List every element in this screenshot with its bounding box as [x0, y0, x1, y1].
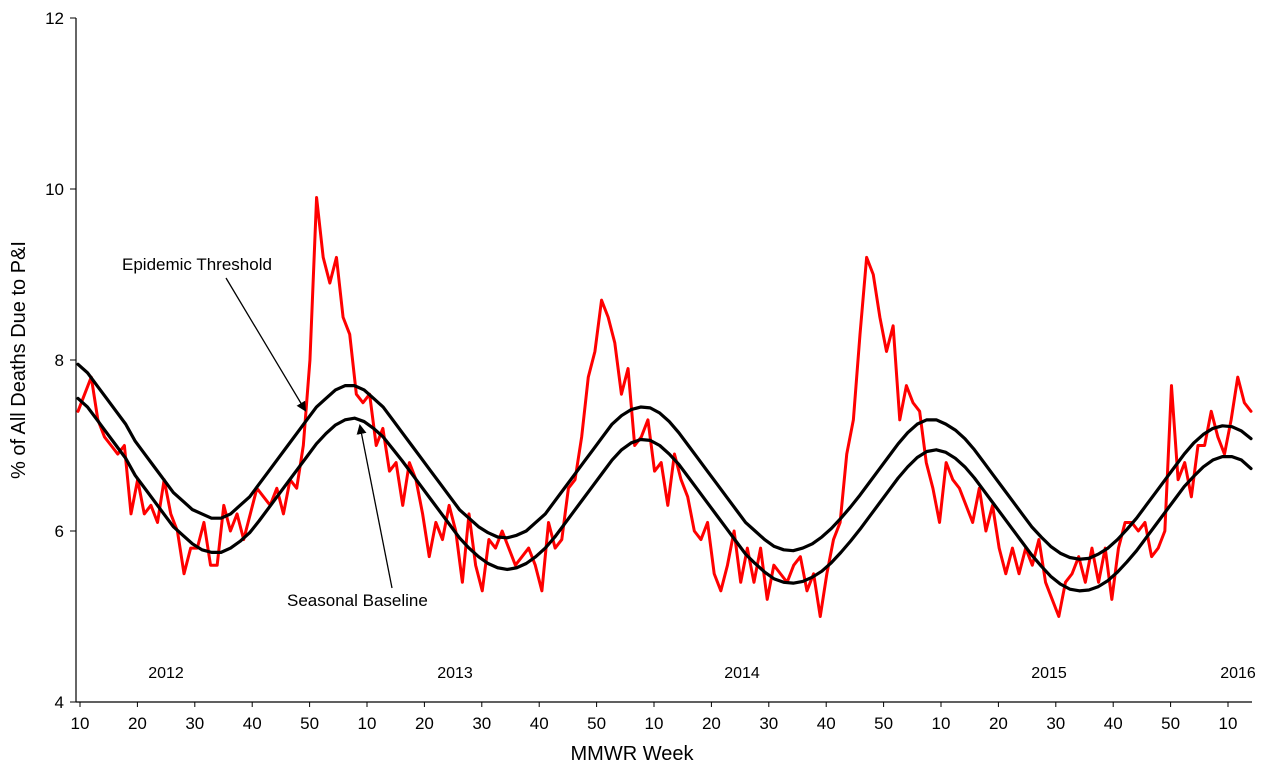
x-tick-label: 40: [817, 714, 836, 733]
y-tick-label: 6: [55, 522, 64, 541]
x-tick-label: 20: [128, 714, 147, 733]
year-label: 2012: [148, 665, 184, 682]
y-tick-label: 12: [45, 9, 64, 28]
annotations: Epidemic Threshold Seasonal Baseline: [122, 255, 428, 610]
x-tick-label: 50: [1161, 714, 1180, 733]
axes: 4 6 8 10 12 10 20 30 40 50 10 20 30 40 50 10 20 30 40 50 10 2…: [45, 9, 1256, 733]
y-tick-label: 4: [55, 693, 64, 712]
x-tick-label: 10: [358, 714, 377, 733]
year-label: 2016: [1220, 665, 1256, 682]
x-tick-label: 50: [587, 714, 606, 733]
epidemic-threshold-line: [76, 362, 1253, 561]
x-tick-label: 40: [530, 714, 549, 733]
epidemic-threshold-annotation: Epidemic Threshold: [122, 255, 272, 274]
epidemic-threshold-arrow: [225, 277, 307, 412]
y-axis-title: % of All Deaths Due to P&I: [8, 241, 30, 479]
x-tick-label: 50: [874, 714, 893, 733]
seasonal-baseline-line: [76, 396, 1253, 593]
y-tick-label: 8: [55, 351, 64, 370]
x-tick-label: 20: [415, 714, 434, 733]
x-tick-label: 40: [243, 714, 262, 733]
x-tick-label: 10: [1219, 714, 1238, 733]
x-tick-label: 10: [645, 714, 664, 733]
x-tick-label: 30: [185, 714, 204, 733]
x-tick-label: 30: [1046, 714, 1065, 733]
year-label: 2015: [1031, 665, 1067, 682]
x-tick-label: 20: [989, 714, 1008, 733]
y-tick-label: 10: [45, 180, 64, 199]
x-axis-title: MMWR Week: [571, 743, 695, 765]
x-tick-label: 10: [71, 714, 90, 733]
x-tick-label: 40: [1104, 714, 1123, 733]
x-tick-label: 50: [300, 714, 319, 733]
series-layer: [76, 196, 1253, 618]
x-tick-label: 30: [759, 714, 778, 733]
x-tick-label: 20: [702, 714, 721, 733]
seasonal-baseline-annotation: Seasonal Baseline: [287, 591, 428, 610]
pi-percent-line: [76, 196, 1253, 618]
seasonal-baseline-arrow: [356, 424, 393, 589]
x-tick-label: 10: [932, 714, 951, 733]
x-tick-label: 30: [472, 714, 491, 733]
year-label: 2013: [437, 665, 473, 682]
year-label: 2014: [724, 665, 760, 682]
